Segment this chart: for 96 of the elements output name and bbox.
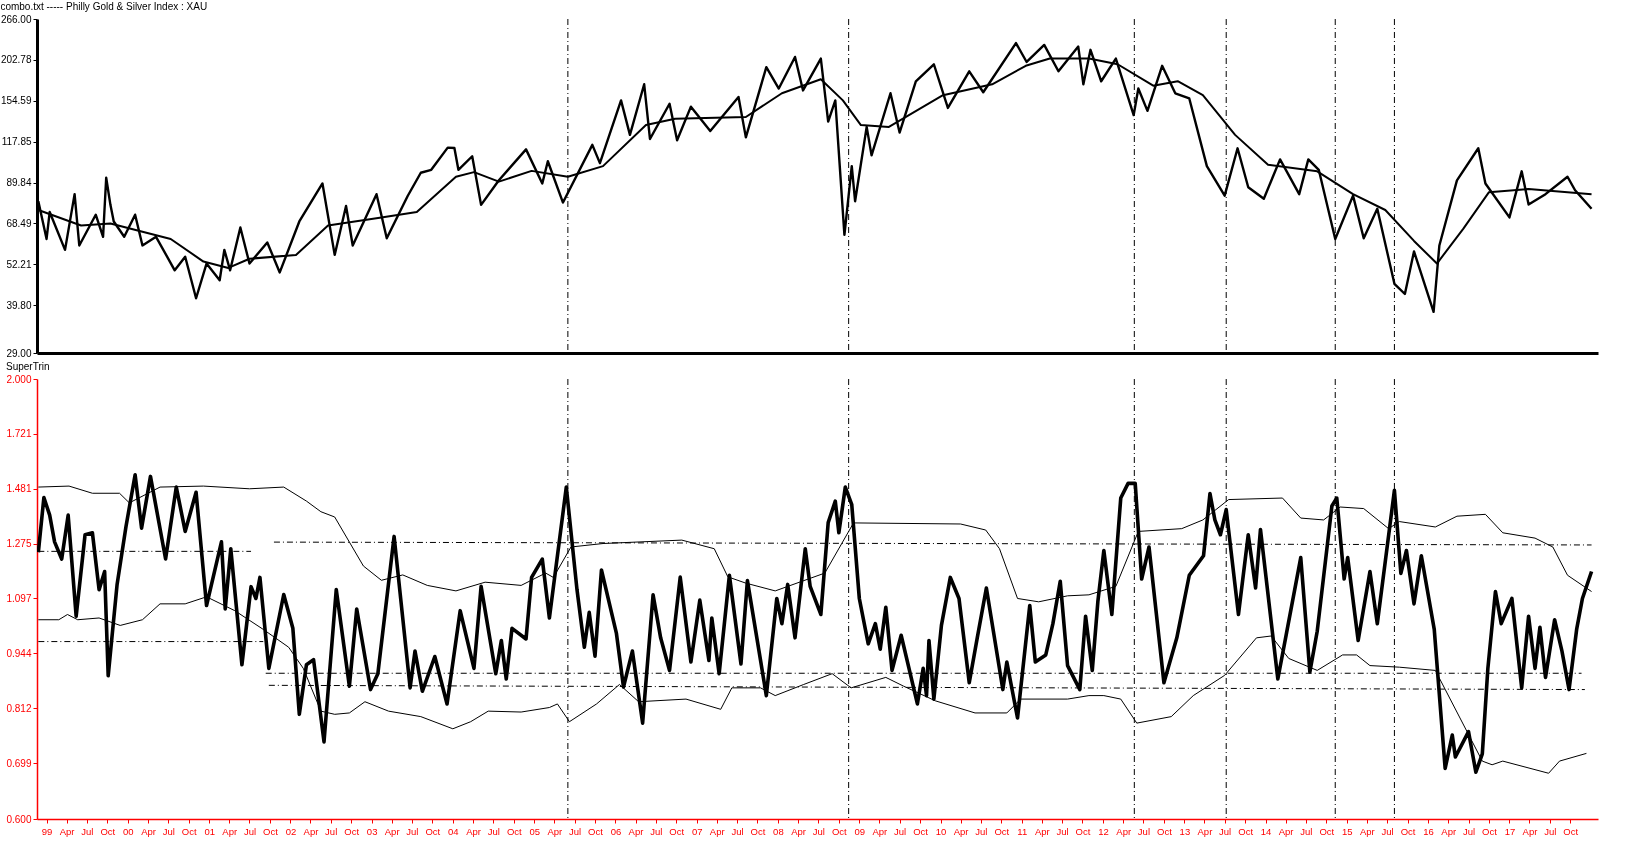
x-tick-label: Oct — [1563, 825, 1579, 837]
x-tick-label: Oct — [994, 825, 1010, 837]
x-tick-label: 14 — [1260, 825, 1272, 837]
x-tick-label: Apr — [466, 825, 481, 837]
y-tick-label: 1.275 — [6, 538, 32, 550]
x-tick-label: Apr — [547, 825, 563, 837]
x-tick-label: Oct — [1400, 825, 1416, 837]
x-tick-label: Apr — [791, 825, 807, 837]
x-tick-label: Apr — [1441, 825, 1457, 837]
y-tick-label: 117.85 — [1, 136, 32, 148]
x-tick-label: Jul — [650, 825, 663, 837]
x-tick-label: 12 — [1098, 825, 1109, 837]
x-tick-label: Jul — [1056, 825, 1069, 837]
x-tick-label: Jul — [81, 825, 94, 837]
x-tick-label: Jul — [1462, 825, 1476, 837]
x-tick-label: Jul — [325, 825, 338, 837]
x-tick-label: Oct — [181, 825, 197, 837]
y-tick-label: 1.481 — [6, 483, 32, 495]
y-tick-label: 202.78 — [0, 54, 32, 66]
x-tick-label: Jul — [1300, 825, 1313, 837]
y-tick-label: 1.097 — [6, 592, 32, 604]
x-tick-label: 16 — [1423, 825, 1434, 837]
x-tick-label: Oct — [1319, 825, 1335, 837]
x-tick-label: Jul — [568, 825, 582, 837]
x-tick-label: Jul — [1381, 825, 1394, 837]
y-tick-label: 29.00 — [6, 347, 32, 359]
x-tick-label: Jul — [162, 825, 175, 837]
x-tick-label: 06 — [610, 825, 622, 837]
x-tick-label: 99 — [41, 825, 53, 837]
x-tick-label: 15 — [1342, 825, 1353, 837]
x-tick-label: Jul — [894, 825, 907, 837]
x-tick-label: 09 — [854, 825, 866, 837]
x-tick-label: 17 — [1504, 825, 1516, 837]
x-tick-label: 01 — [204, 825, 215, 837]
x-tick-label: 10 — [935, 825, 947, 837]
x-tick-label: 13 — [1179, 825, 1191, 837]
x-tick-label: Jul — [1137, 825, 1151, 837]
x-tick-label: Oct — [506, 825, 523, 837]
x-tick-label: 00 — [122, 825, 134, 837]
x-tick-label: Apr — [59, 825, 75, 837]
chart-title: SuperTrin — [5, 361, 50, 372]
x-tick-label: Apr — [384, 825, 400, 837]
x-tick-label: 11 — [1017, 825, 1028, 837]
y-tick-label: 0.944 — [6, 647, 32, 659]
x-tick-label: Jul — [406, 825, 419, 837]
x-tick-label: 03 — [366, 825, 378, 837]
x-tick-label: Jul — [731, 825, 744, 837]
x-tick-label: Oct — [913, 825, 929, 837]
y-tick-label: 0.600 — [6, 813, 32, 825]
x-tick-label: Apr — [222, 825, 238, 837]
x-tick-label: Jul — [975, 825, 988, 837]
x-tick-label: Oct — [100, 825, 116, 837]
y-tick-label: 0.812 — [6, 702, 32, 714]
x-tick-label: Apr — [303, 825, 319, 837]
y-tick-label: 89.84 — [6, 177, 32, 189]
y-tick-label: 2.000 — [6, 373, 32, 385]
y-tick-label: 0.699 — [6, 757, 32, 769]
y-tick-label: 1.721 — [6, 428, 32, 440]
x-tick-label: Oct — [1157, 825, 1173, 837]
x-tick-label: Oct — [1075, 825, 1091, 837]
x-tick-label: Oct — [1238, 825, 1254, 837]
x-tick-label: Apr — [709, 825, 725, 837]
x-tick-label: Apr — [1034, 825, 1050, 837]
x-tick-label: Jul — [1544, 825, 1557, 837]
y-tick-label: 39.80 — [6, 299, 32, 311]
x-tick-label: Apr — [628, 825, 644, 837]
x-tick-label: Oct — [588, 825, 604, 837]
chart-title: combo.txt ----- Philly Gold & Silver Index : XAU — [0, 1, 208, 12]
x-tick-label: Oct — [425, 825, 441, 837]
x-tick-label: Apr — [1359, 825, 1375, 837]
x-tick-label: Jul — [1219, 825, 1232, 837]
x-tick-label: Oct — [1482, 825, 1498, 837]
y-tick-label: 52.21 — [6, 258, 32, 270]
x-tick-label: 08 — [773, 825, 784, 837]
x-tick-label: Oct — [344, 825, 360, 837]
x-tick-label: 07 — [691, 825, 703, 837]
y-tick-label: 68.49 — [6, 217, 32, 229]
y-tick-label: 154.59 — [0, 95, 32, 107]
x-tick-label: Apr — [141, 825, 156, 837]
x-tick-label: Apr — [872, 825, 888, 837]
x-tick-label: 02 — [285, 825, 297, 837]
y-tick-label: 266.00 — [0, 13, 32, 25]
x-tick-label: Oct — [750, 825, 766, 837]
x-tick-label: Jul — [487, 825, 500, 837]
x-tick-label: Jul — [243, 825, 257, 837]
x-tick-label: Apr — [953, 825, 969, 837]
x-tick-label: Jul — [812, 825, 825, 837]
x-tick-label: Apr — [1116, 825, 1132, 837]
x-tick-label: 04 — [448, 825, 459, 837]
x-tick-label: Apr — [1522, 825, 1538, 837]
x-tick-label: Oct — [669, 825, 685, 837]
x-tick-label: 05 — [529, 825, 541, 837]
x-tick-label: Apr — [1278, 825, 1294, 837]
x-tick-label: Oct — [263, 825, 279, 837]
x-tick-label: Apr — [1197, 825, 1213, 837]
x-tick-label: Oct — [831, 825, 848, 837]
